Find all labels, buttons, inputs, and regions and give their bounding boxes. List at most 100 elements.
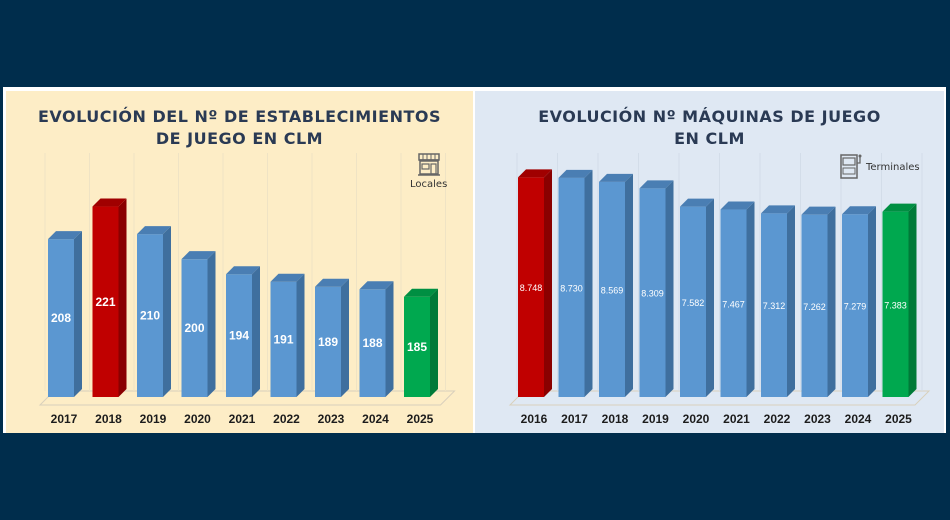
title-line-1: EVOLUCIÓN Nº MÁQUINAS DE JUEGO [538, 107, 881, 126]
data-label: 8.309 [641, 289, 664, 299]
terminales-legend: Terminales [839, 153, 920, 181]
bar-2022 [270, 273, 305, 397]
bar-face [720, 209, 747, 397]
bar-top [761, 205, 795, 214]
bar-top [842, 206, 876, 215]
bar-face [270, 281, 297, 397]
x-tick-label: 2023 [804, 412, 831, 426]
bar-2025 [882, 203, 917, 397]
bar-2018 [92, 198, 127, 397]
x-tick-label: 2025 [407, 412, 434, 426]
bar-face [92, 206, 119, 397]
data-label: 188 [362, 336, 382, 350]
bar-side [430, 288, 438, 397]
bar-face [558, 177, 585, 397]
bar-top [181, 251, 216, 260]
data-label: 7.279 [844, 302, 867, 312]
bar-2020 [680, 198, 714, 397]
bar-top [720, 201, 755, 210]
bar-side [625, 173, 633, 397]
bar-face [761, 213, 787, 397]
bar-face [842, 214, 868, 397]
x-tick-label: 2023 [318, 412, 345, 426]
data-label: 194 [229, 329, 249, 343]
bar-face [404, 296, 430, 397]
machines-title: EVOLUCIÓN Nº MÁQUINAS DE JUEGO EN CLM [475, 106, 944, 150]
x-tick-label: 2020 [683, 412, 710, 426]
data-label: 208 [51, 311, 71, 325]
bar-side [385, 281, 394, 397]
x-tick-label: 2022 [764, 412, 791, 426]
x-tick-label: 2017 [51, 412, 78, 426]
data-label: 210 [140, 309, 160, 323]
bar-2023 [315, 278, 349, 397]
data-label: 185 [407, 340, 427, 354]
bar-face [137, 234, 163, 397]
bar-face [882, 211, 909, 397]
bar-top [92, 198, 127, 207]
bar-2020 [181, 251, 216, 397]
bar-top [359, 281, 394, 290]
bar-side [74, 231, 82, 397]
data-label: 7.383 [884, 300, 907, 310]
bar-side [118, 198, 127, 397]
bar-side [252, 266, 260, 397]
x-tick-label: 2021 [229, 412, 256, 426]
bar-2023 [801, 206, 836, 397]
bar-top [404, 288, 438, 297]
bar-2017 [48, 231, 82, 397]
bar-side [341, 278, 349, 397]
bar-face [359, 289, 386, 397]
establishments-panel: EVOLUCIÓN DEL Nº DE ESTABLECIMIENTOS DE … [6, 91, 473, 433]
bar-side [868, 206, 876, 397]
establishments-title: EVOLUCIÓN DEL Nº DE ESTABLECIMIENTOS DE … [6, 106, 473, 150]
bar-side [296, 273, 305, 397]
bar-side [207, 251, 216, 397]
x-tick-label: 2016 [521, 412, 548, 426]
bar-2021 [226, 266, 260, 397]
data-label: 8.748 [520, 283, 543, 293]
bar-2024 [359, 281, 394, 397]
locales-legend: Locales [410, 151, 447, 190]
data-label: 7.582 [682, 298, 705, 308]
bar-side [665, 180, 674, 397]
bar-side [787, 205, 795, 397]
charts-frame: EVOLUCIÓN DEL Nº DE ESTABLECIMIENTOS DE … [3, 87, 946, 433]
bar-top [226, 266, 260, 275]
bar-face [680, 206, 706, 397]
bar-side [584, 169, 593, 397]
store-icon [417, 153, 440, 176]
x-tick-label: 2018 [95, 412, 122, 426]
bar-side [827, 206, 836, 397]
x-tick-label: 2019 [642, 412, 669, 426]
bar-face [181, 259, 208, 397]
establishments-chart: 208 2017 221 2018 210 2019 200 2020 194 2021 191 20… [38, 153, 456, 426]
bar-face [226, 274, 252, 397]
bar-2022 [761, 205, 795, 397]
x-tick-label: 2025 [885, 412, 912, 426]
slot-machine-icon [840, 154, 862, 179]
legend-label: Locales [410, 179, 448, 190]
bar-2019 [137, 226, 171, 397]
data-label: 191 [273, 332, 293, 346]
data-label: 7.262 [803, 302, 826, 312]
bar-top [518, 169, 552, 178]
data-label: 7.312 [763, 301, 786, 311]
legend-label: Terminales [866, 161, 920, 173]
bar-side [908, 203, 917, 397]
bar-side [746, 201, 755, 397]
x-tick-label: 2019 [140, 412, 167, 426]
x-tick-label: 2020 [184, 412, 211, 426]
data-label: 221 [95, 295, 115, 309]
bar-side [163, 226, 171, 397]
bar-top [882, 203, 917, 212]
bar-top [801, 206, 836, 215]
bar-top [680, 198, 714, 207]
bar-top [137, 226, 171, 235]
machines-panel: EVOLUCIÓN Nº MÁQUINAS DE JUEGO EN CLM 8.… [475, 91, 944, 433]
x-tick-label: 2024 [845, 412, 872, 426]
title-line-2: EN CLM [674, 129, 745, 148]
bar-face [801, 214, 828, 397]
bar-face [48, 239, 74, 397]
bar-top [558, 169, 593, 178]
